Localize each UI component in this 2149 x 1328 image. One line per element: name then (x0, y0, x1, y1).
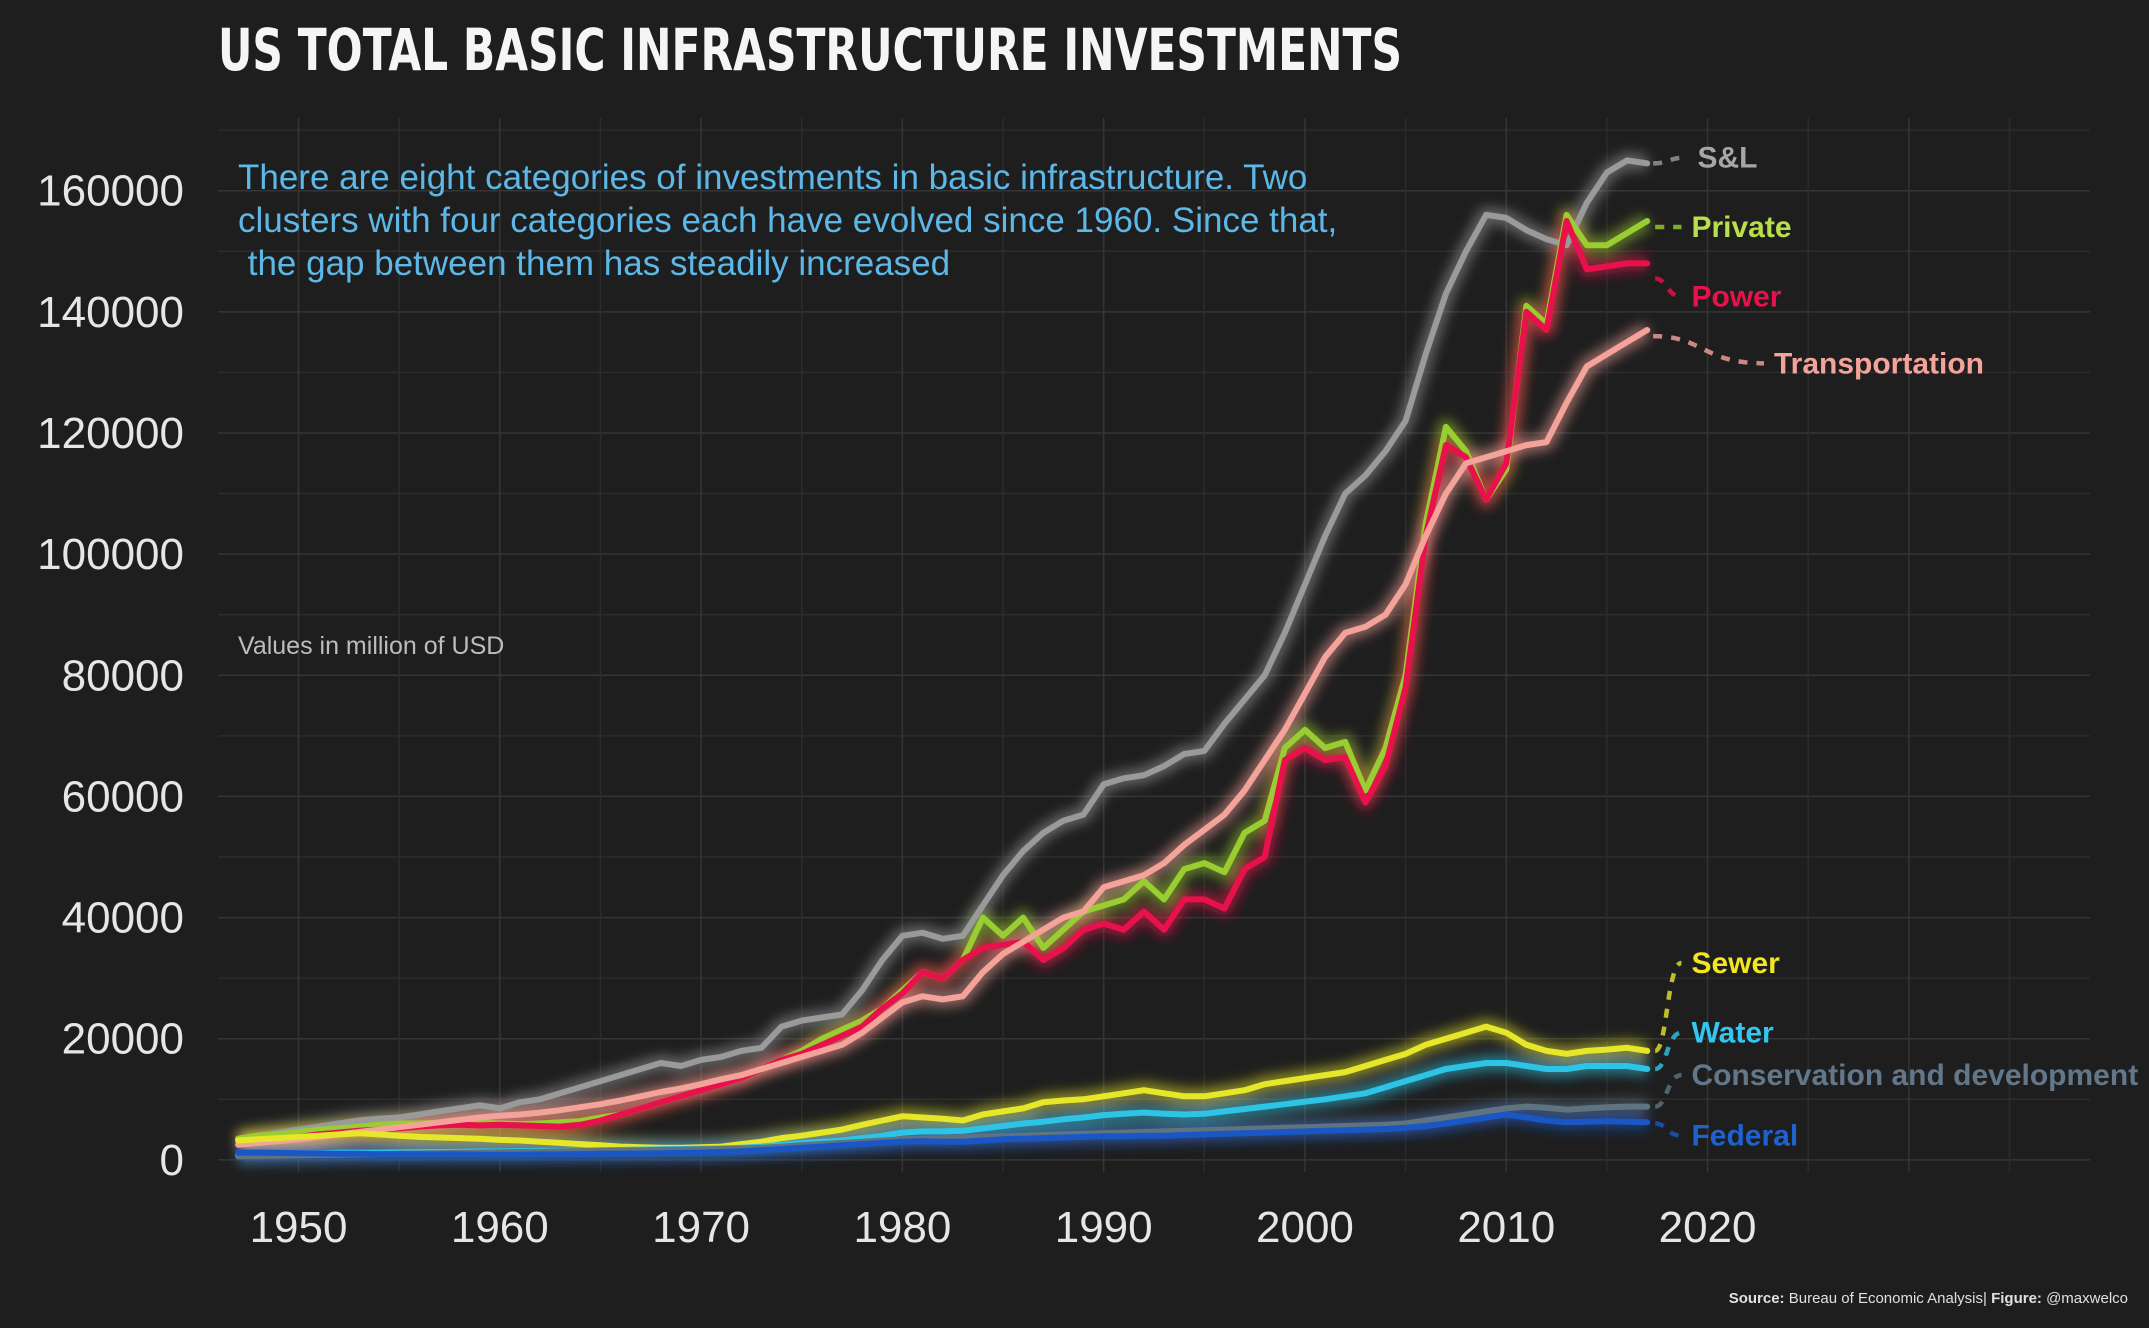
figure-text: @maxwelco (2042, 1290, 2128, 1307)
grid (218, 118, 2090, 1172)
leader-conservation-and-development (1654, 1072, 1683, 1109)
series-lines (235, 157, 1651, 1160)
x-tick-label: 1950 (250, 1203, 348, 1252)
source-text: Bureau of Economic Analysis (1785, 1290, 1983, 1307)
x-tick-label: 2010 (1457, 1203, 1555, 1252)
series-line-federal (235, 1111, 1651, 1158)
x-tick-label: 2000 (1256, 1203, 1354, 1252)
chart-title: US TOTAL BASIC INFRASTRUCTURE INVESTMENT… (218, 16, 1402, 84)
series-label-s-l: S&L (1697, 141, 1757, 174)
leader-power (1654, 276, 1682, 299)
subtitle-line-3: the gap between them has steadily increa… (238, 244, 950, 283)
x-tick-label: 1990 (1055, 1203, 1153, 1252)
label-leaders (1653, 155, 1764, 1138)
y-tick-label: 100000 (37, 530, 184, 579)
x-tick-label: 2020 (1659, 1203, 1757, 1252)
series-label-sewer: Sewer (1691, 947, 1780, 980)
y-tick-label: 40000 (62, 894, 184, 943)
series-label-federal: Federal (1691, 1120, 1798, 1153)
source-label: Source: (1729, 1290, 1785, 1307)
leader-water (1654, 1030, 1683, 1072)
subtitle-line-1: There are eight categories of investment… (238, 158, 1307, 197)
series-label-conservation-and-development: Conservation and development (1691, 1059, 2138, 1092)
series-labels: S&L Private Power Transportation Sewer Water C… (1691, 141, 2138, 1152)
subtitle-line-2: clusters with four categories each have … (238, 201, 1337, 240)
leader-federal (1654, 1121, 1682, 1138)
source-caption: Source: Bureau of Economic Analysis| Fig… (1729, 1290, 2128, 1307)
series-line-transportation (235, 327, 1651, 1148)
series-label-water: Water (1691, 1017, 1774, 1050)
y-tick-label: 0 (160, 1136, 184, 1185)
y-tick-label: 140000 (37, 288, 184, 337)
y-tick-label: 160000 (37, 167, 184, 216)
unit-note: Values in million of USD (238, 632, 504, 660)
y-tick-label: 80000 (62, 651, 184, 700)
series-label-transportation: Transportation (1774, 347, 1984, 380)
x-tick-label: 1970 (652, 1203, 750, 1252)
leader-sewer (1653, 960, 1683, 1054)
x-tick-label: 1960 (451, 1203, 549, 1252)
x-tick-label: 1980 (853, 1203, 951, 1252)
figure-label: Figure: (1987, 1290, 2042, 1307)
series-label-private: Private (1691, 211, 1791, 244)
y-tick-label: 60000 (62, 772, 184, 821)
series-line-s-l (235, 157, 1651, 1142)
leader-transportation (1653, 333, 1764, 366)
y-axis: 0 20000 40000 60000 80000 100000 120000 140000 1… (37, 167, 184, 1185)
caption-separator: | (1983, 1290, 1987, 1307)
leader-s-l (1653, 155, 1688, 166)
series-label-power: Power (1691, 281, 1781, 314)
x-axis: 1950 1960 1970 1980 1990 2000 2010 2020 (250, 1203, 1757, 1252)
y-tick-label: 20000 (62, 1015, 184, 1064)
series-line-power (235, 218, 1651, 1145)
y-tick-label: 120000 (37, 409, 184, 458)
series-line-sewer (235, 1023, 1651, 1151)
